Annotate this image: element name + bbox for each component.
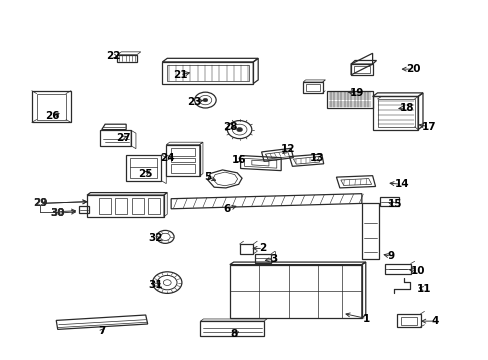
- Text: 20: 20: [405, 64, 420, 74]
- Text: 23: 23: [187, 96, 202, 107]
- Text: 14: 14: [394, 179, 408, 189]
- Text: 6: 6: [224, 204, 230, 214]
- Circle shape: [236, 127, 242, 132]
- Text: 1: 1: [363, 314, 369, 324]
- Text: 27: 27: [116, 132, 130, 143]
- Text: 19: 19: [349, 88, 364, 98]
- Text: 32: 32: [148, 233, 163, 243]
- Text: 30: 30: [50, 208, 65, 218]
- Text: 22: 22: [106, 51, 121, 61]
- Text: 11: 11: [416, 284, 431, 294]
- Text: 31: 31: [148, 280, 163, 290]
- Text: 9: 9: [387, 251, 394, 261]
- Text: 15: 15: [387, 199, 402, 210]
- Text: 18: 18: [399, 103, 413, 113]
- Circle shape: [203, 98, 207, 102]
- Text: 8: 8: [230, 329, 237, 339]
- Text: 3: 3: [270, 254, 277, 264]
- Text: 4: 4: [430, 316, 438, 326]
- Text: 10: 10: [410, 266, 425, 276]
- Text: 5: 5: [204, 172, 211, 182]
- Text: 17: 17: [421, 122, 436, 132]
- Text: 12: 12: [281, 144, 295, 154]
- Text: 28: 28: [223, 122, 238, 132]
- Text: 7: 7: [98, 326, 105, 336]
- Text: 21: 21: [172, 70, 187, 80]
- Text: 13: 13: [309, 153, 324, 163]
- Text: 26: 26: [45, 111, 60, 121]
- Text: 25: 25: [138, 168, 153, 179]
- Text: 29: 29: [33, 198, 47, 208]
- Text: 16: 16: [231, 155, 245, 165]
- Text: 2: 2: [259, 243, 266, 253]
- Text: 30: 30: [50, 208, 65, 218]
- Text: 29: 29: [33, 198, 47, 208]
- Text: 24: 24: [160, 153, 174, 163]
